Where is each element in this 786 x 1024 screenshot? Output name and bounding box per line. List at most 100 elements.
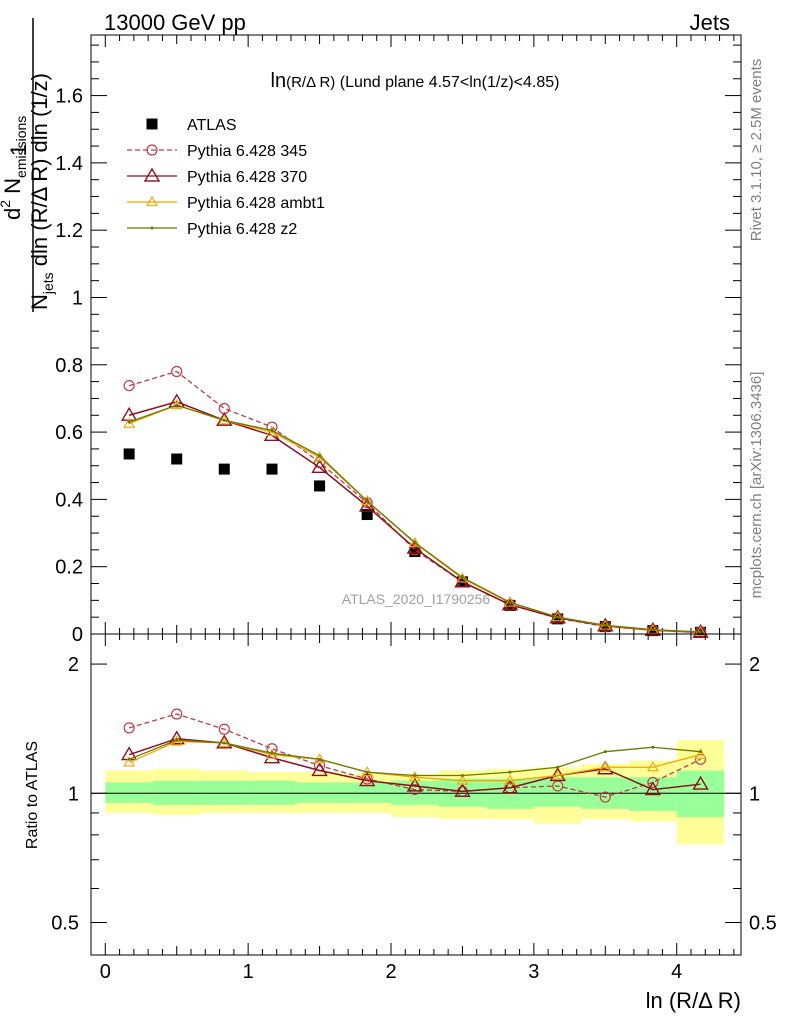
ratio-point: [454, 783, 471, 798]
data-point: [456, 572, 469, 583]
band-inner: [200, 780, 249, 805]
band-inner: [152, 780, 201, 805]
ratio-point: [358, 772, 376, 787]
ratio-point: [504, 774, 516, 785]
series-dot: [127, 403, 703, 634]
data-point: [270, 428, 274, 432]
ylabel-numerator: d2 Nemissions: [0, 116, 29, 220]
data-point: [556, 615, 560, 619]
y-tick-label: 0.2: [55, 557, 83, 579]
ratio-point: [651, 745, 655, 749]
data-point: [365, 499, 369, 503]
ratio-point: [168, 730, 185, 745]
ratio-point: [409, 783, 421, 796]
ratio-point: [694, 748, 707, 759]
legend-item: Pythia 6.428 345: [127, 143, 307, 160]
rivet-version-label: Rivet 3.1.10, ≥ 2.5M events: [748, 59, 765, 242]
ratio-point: [123, 756, 136, 767]
mcplots-label: mcplots.cern.ch [arXiv:1306.3436]: [748, 372, 765, 599]
y-tick-label-right: 0.5: [749, 912, 777, 934]
y-tick-label: 1.2: [55, 220, 83, 242]
data-point: [318, 454, 322, 458]
x-axis-label: ln (R/Δ R): [646, 988, 741, 1013]
band-inner: [105, 782, 153, 803]
ratio-point: [556, 765, 560, 769]
ratio-series-dot: [127, 738, 703, 778]
ratio-point: [408, 771, 421, 782]
main-series-layer: [120, 365, 709, 638]
data-point: [170, 399, 183, 410]
y-tick-label-right: 1: [749, 783, 760, 805]
ratio-point: [171, 708, 183, 720]
data-point: [266, 463, 278, 475]
data-point: [549, 609, 566, 624]
y-tick-label: 1: [72, 287, 83, 309]
ratio-point: [270, 751, 274, 755]
legend-item: Pythia 6.428 ambt1: [127, 195, 325, 212]
legend: ATLAS Pythia 6.428 345 Pythia 6.428 370 Pyt…: [127, 117, 325, 238]
x-tick-label: 4: [671, 961, 682, 983]
main-plot-panel: ln(R/Δ R) (Lund plane 4.57<ln(1/z)<4.85)…: [55, 34, 742, 646]
ratio-point: [318, 757, 322, 761]
legend-marker: [146, 195, 158, 207]
ratio-point: [646, 761, 659, 772]
header-energy-label: 13000 GeV pp: [104, 10, 246, 35]
ratio-point: [501, 779, 519, 794]
data-point: [123, 417, 136, 428]
data-point: [460, 575, 464, 579]
legend-label: Pythia 6.428 345: [187, 143, 307, 160]
ratio-point: [218, 723, 230, 735]
data-point: [120, 406, 138, 421]
data-point: [123, 448, 135, 460]
x-tick-label: 1: [243, 961, 254, 983]
data-point: [218, 463, 230, 475]
x-tick-label: 0: [100, 961, 111, 983]
data-point: [123, 380, 135, 392]
legend-label: Pythia 6.428 z2: [187, 221, 297, 238]
legend-marker: [146, 118, 158, 130]
data-point: [311, 459, 328, 474]
lower-y-axis-label: Ratio to ATLAS: [24, 741, 41, 849]
band-inner: [343, 782, 391, 803]
ratio-point: [699, 750, 703, 754]
y-tick-label: 0.8: [55, 355, 83, 377]
legend-item: Pythia 6.428 z2: [127, 221, 297, 238]
y-tick-label-zero: 0: [72, 624, 83, 646]
band-inner: [533, 777, 582, 807]
ratio-point: [644, 781, 662, 796]
ratio-plot-panel: 0.5 1 2 0.5 1 2 0 1 2 3 4: [51, 633, 777, 983]
ratio-point: [599, 791, 611, 803]
ratio-point: [508, 770, 512, 774]
legend-label: Pythia 6.428 370: [187, 169, 307, 186]
data-point: [313, 451, 326, 462]
ratio-point: [460, 774, 464, 778]
y-tick-label: 2: [68, 654, 79, 676]
data-point: [168, 393, 185, 408]
ratio-point: [694, 753, 707, 765]
ratio-point: [123, 722, 135, 734]
legend-marker: [143, 167, 161, 182]
data-point: [314, 480, 326, 492]
data-point: [408, 537, 421, 548]
data-point: [127, 420, 131, 424]
ratio-point: [216, 734, 233, 749]
legend-marker: [146, 144, 158, 156]
ratio-point: [551, 769, 564, 780]
data-point: [361, 509, 373, 521]
legend-item: ATLAS: [146, 117, 237, 134]
main-axis-ticks: 0.2 0.4 0.6 0.8 1 1.2 1.4 1.6 0: [55, 35, 741, 646]
data-point: [171, 453, 183, 465]
data-point: [603, 623, 607, 627]
ratio-point: [222, 741, 226, 745]
ratio-point: [413, 774, 417, 778]
analysis-id-watermark: ATLAS_2020_I1790256: [342, 591, 491, 607]
data-point: [699, 630, 703, 634]
ratio-point: [603, 750, 607, 754]
ratio-point: [456, 774, 469, 785]
ratio-plot-frame: [90, 633, 742, 956]
legend-item: Pythia 6.428 370: [127, 167, 307, 186]
y-tick-label: 1.4: [55, 153, 83, 175]
ratio-series-layer: [120, 708, 709, 803]
legend-label: Pythia 6.428 ambt1: [187, 195, 325, 212]
ratio-point: [365, 770, 369, 774]
